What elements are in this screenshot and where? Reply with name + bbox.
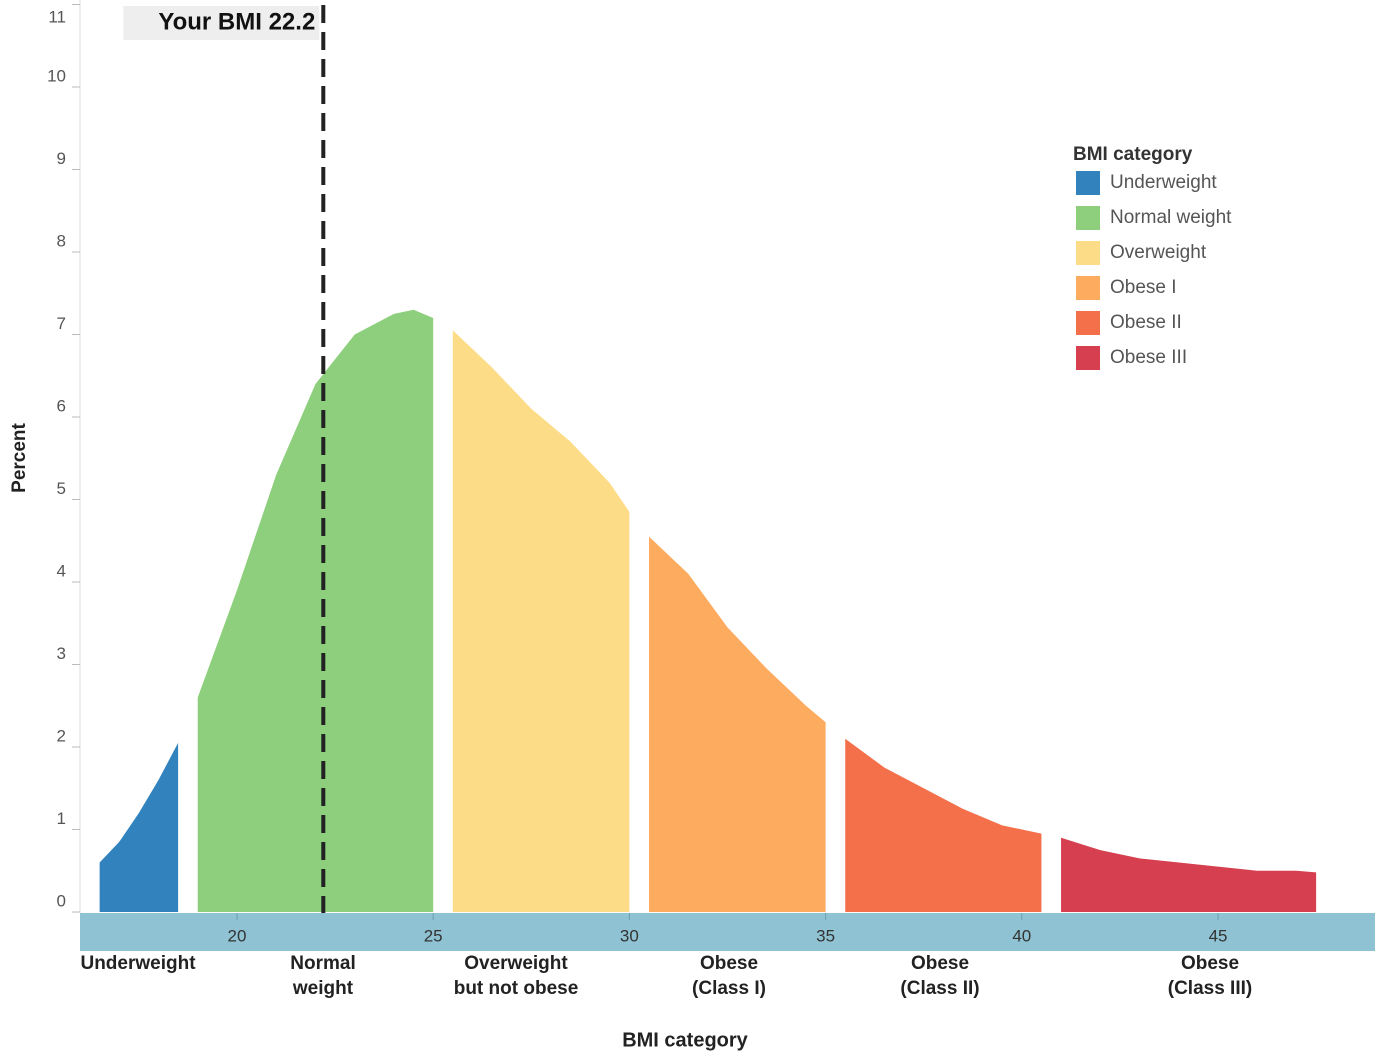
y-tick-label: 11 — [48, 7, 66, 26]
area — [649, 536, 826, 912]
x-axis-band — [80, 913, 1375, 951]
x-tick-label: 35 — [816, 926, 835, 945]
y-tick-label: 1 — [57, 809, 66, 828]
y-tick-label: 8 — [57, 231, 66, 250]
legend-swatch — [1076, 241, 1100, 265]
category-label: Obese — [700, 953, 758, 974]
x-tick-label: 40 — [1012, 926, 1031, 945]
area — [197, 309, 434, 912]
area — [99, 742, 179, 912]
category-label: Underweight — [80, 953, 196, 974]
category-label: Obese — [1181, 953, 1239, 974]
legend-label: Obese III — [1110, 347, 1187, 368]
category-label: Overweight — [464, 953, 568, 974]
legend-swatch — [1076, 276, 1100, 300]
annotation: Your BMI 22.2 — [158, 8, 315, 35]
area — [1061, 837, 1317, 912]
legend-swatch — [1076, 311, 1100, 335]
category-label: (Class I) — [692, 978, 766, 999]
y-tick-label: 4 — [57, 561, 66, 580]
legend-label: Obese I — [1110, 277, 1177, 298]
x-axis-title: BMI category — [622, 1029, 748, 1051]
category-label: weight — [292, 978, 354, 999]
category-label: but not obese — [454, 978, 579, 999]
y-tick-label: 0 — [57, 891, 66, 910]
legend-title: BMI category — [1073, 144, 1193, 165]
x-tick-label: 30 — [620, 926, 639, 945]
legend-label: Normal weight — [1110, 207, 1232, 228]
y-tick-label: 10 — [47, 66, 66, 85]
area — [452, 330, 630, 912]
legend-swatch — [1076, 346, 1100, 370]
y-tick-label: 9 — [57, 149, 66, 168]
y-tick-label: 7 — [57, 314, 66, 333]
y-axis-title: Percent — [9, 422, 30, 492]
category-label: Obese — [911, 953, 969, 974]
legend-label: Underweight — [1110, 172, 1217, 193]
category-label: (Class II) — [900, 978, 979, 999]
category-label: Normal — [290, 953, 355, 974]
y-tick-label: 3 — [57, 644, 66, 663]
area — [845, 738, 1042, 912]
legend-swatch — [1076, 206, 1100, 230]
x-tick-label: 20 — [228, 926, 247, 945]
annotation-bg — [123, 6, 320, 40]
x-tick-label: 45 — [1209, 926, 1228, 945]
legend-swatch — [1076, 171, 1100, 195]
x-tick-label: 25 — [424, 926, 443, 945]
y-tick-label: 6 — [57, 396, 66, 415]
legend-label: Obese II — [1110, 312, 1182, 333]
legend-label: Overweight — [1110, 242, 1207, 263]
category-label: (Class III) — [1168, 978, 1252, 999]
y-tick-label: 2 — [57, 726, 66, 745]
y-tick-label: 5 — [57, 479, 66, 498]
